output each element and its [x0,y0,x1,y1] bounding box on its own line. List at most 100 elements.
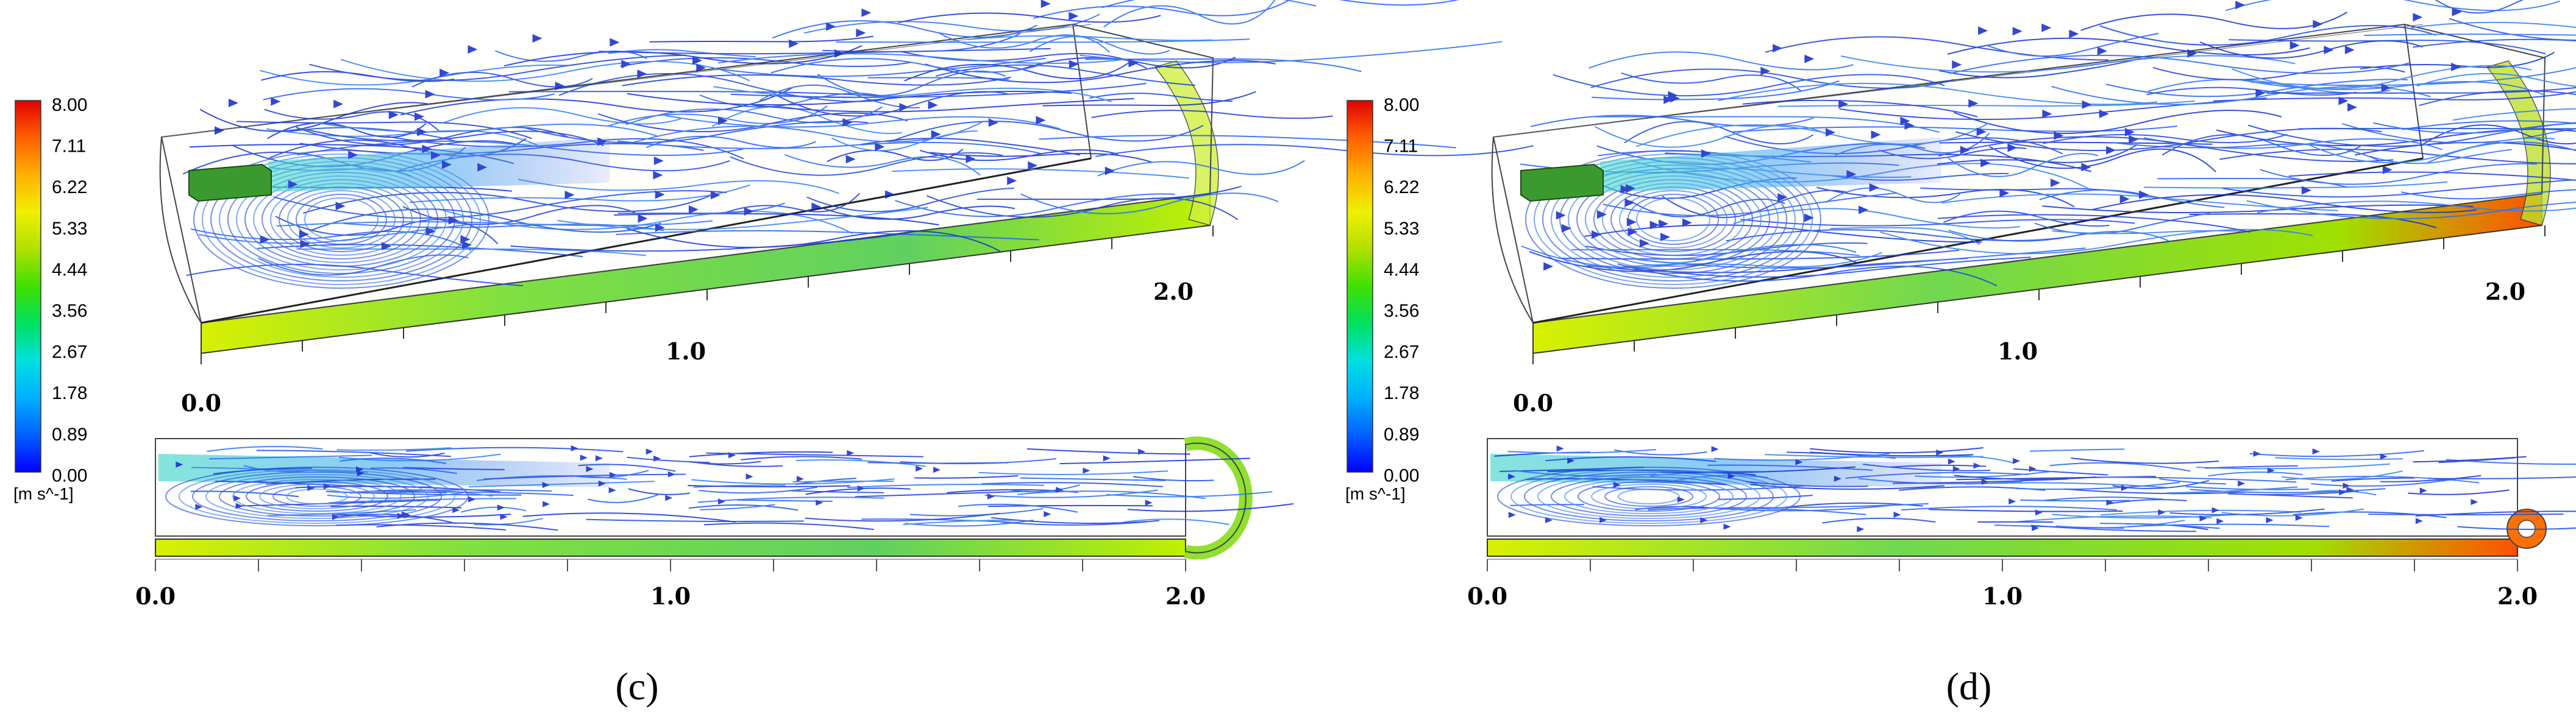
streamline [2298,127,2576,130]
flow-arrow [688,205,699,214]
flow-arrow [2082,100,2092,109]
flow-arrow [2295,514,2303,521]
colorbar-tick-label: 8.00 [1384,95,1419,115]
streamline [2369,149,2512,164]
flow-arrow [1701,149,1712,158]
streamline [208,454,372,460]
streamline [508,91,882,97]
flow-arrow [728,452,736,459]
flow-arrow [857,485,865,492]
streamline [855,490,1029,498]
flow-arrow [332,514,340,520]
flow-arrow [1659,219,1669,228]
flow-arrow [1543,262,1554,271]
streamline [199,102,429,132]
streamline [737,499,833,503]
flow-arrow [884,190,895,199]
flow-arrow [1846,170,1857,179]
iso-axis: 0.0 1.0 2.0 [1513,225,2546,417]
flow-arrow [1869,183,1879,192]
iso-axis-label: 2.0 [1153,278,1194,305]
flow-arrow [2129,135,2139,144]
streamline [327,491,467,499]
flow-arrow [439,68,450,77]
flow-arrow [861,8,872,17]
streamline [689,451,833,457]
streamline [2249,450,2424,457]
flow-arrow [845,155,856,164]
streamline [586,518,804,522]
streamline [2229,39,2546,55]
streamline [721,192,860,215]
flow-arrow [2415,518,2423,525]
streamline [614,213,939,226]
streamline [626,228,1000,252]
flow-arrow [1591,230,1601,239]
streamline [2307,137,2555,164]
streamline [889,121,1204,143]
streamline [649,35,873,43]
vortex-loop [232,479,402,514]
streamline [518,178,839,194]
streamline [1594,124,1826,148]
vortex-loop [1591,484,1707,509]
streamline [703,522,874,531]
flow-arrow [1981,478,1989,485]
flow-arrow [2216,518,2224,525]
vortex-loop [1525,150,1821,289]
streamline [207,446,323,452]
streamline [2446,459,2576,465]
streamline [1571,249,1860,256]
streamline [1810,447,1984,454]
flow-arrow [2007,143,2018,152]
vortex-loop [1564,479,1734,514]
streamline [688,461,761,465]
streamline [1816,186,2075,208]
box-outline [160,23,1214,324]
inlet-jet [1600,137,1941,192]
streamline [936,64,1196,87]
flow-arrow [1668,91,1678,100]
colorbar-gradient [1347,100,1373,473]
streamline [1059,457,1250,465]
streamline [2190,488,2386,493]
streamline [2199,40,2423,59]
vortex-loop [1593,179,1753,260]
flow-arrow [1700,517,1708,523]
flow-arrow [431,150,441,160]
flow-arrow [1960,146,1970,155]
flow-arrow [1103,455,1111,462]
vortex-loop [1534,154,1813,285]
streamline [1825,187,1961,203]
box-edge-top [1493,24,2424,138]
top-axis-label: 1.0 [1982,582,2023,610]
streamline [296,126,570,146]
streamline [2071,457,2219,464]
colorbar-tick-label: 2.67 [1384,342,1419,362]
inlet-block [188,163,272,202]
flow-arrow [717,116,728,125]
flow-arrow [2035,509,2043,516]
streamline [273,190,727,219]
flow-arrow [228,98,238,107]
streamline [1592,80,1840,101]
streamline [557,207,928,230]
streamline [1901,506,2117,511]
streamline [1590,68,1954,89]
streamline [1955,127,2382,152]
flow-arrow [2380,453,2388,460]
flow-arrow [357,470,365,476]
streamline [333,514,457,525]
streamline [625,106,883,125]
streamline [847,484,1045,489]
streamline [257,244,583,258]
streamline [191,467,368,473]
flow-arrow [1760,66,1771,76]
streamline [519,121,868,144]
flow-arrow [1083,467,1091,474]
flow-arrow [2471,499,2478,506]
streamline [2146,87,2357,96]
streamline [620,57,911,68]
flow-arrow [2413,13,2423,22]
